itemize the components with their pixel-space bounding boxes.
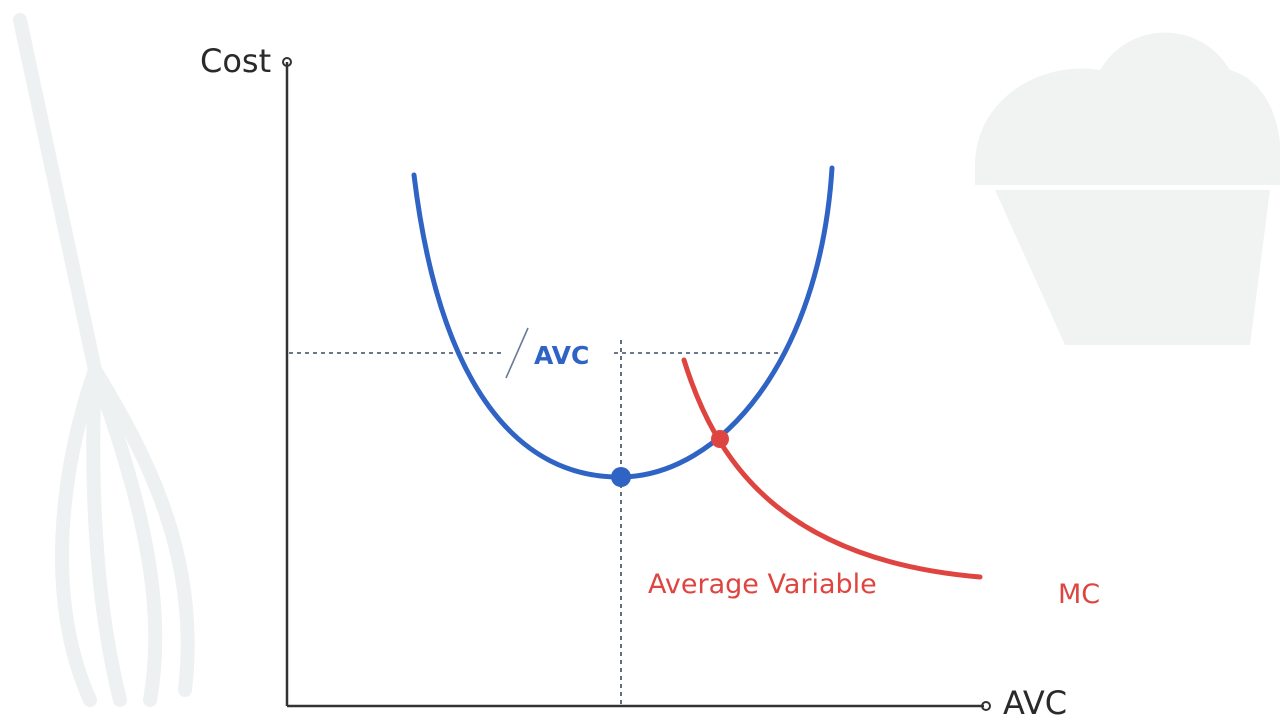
avc-label-slash (505, 327, 529, 379)
mc-curve (681, 357, 983, 580)
whisk-icon (13, 13, 195, 707)
x-axis-end-marker (981, 701, 991, 711)
avc-level-label: AVC (534, 341, 589, 370)
x-axis-label: AVC (1003, 684, 1067, 720)
y-axis-label: Cost (200, 42, 271, 80)
avc-minimum-point (611, 467, 631, 487)
intersection-point (711, 430, 729, 448)
avc-curve (411, 165, 835, 480)
mc-label: MC (1058, 579, 1100, 610)
avc-curve-caption: Average Variable (648, 569, 877, 600)
y-axis-end-marker (282, 57, 292, 67)
cupcake-icon (975, 32, 1280, 345)
